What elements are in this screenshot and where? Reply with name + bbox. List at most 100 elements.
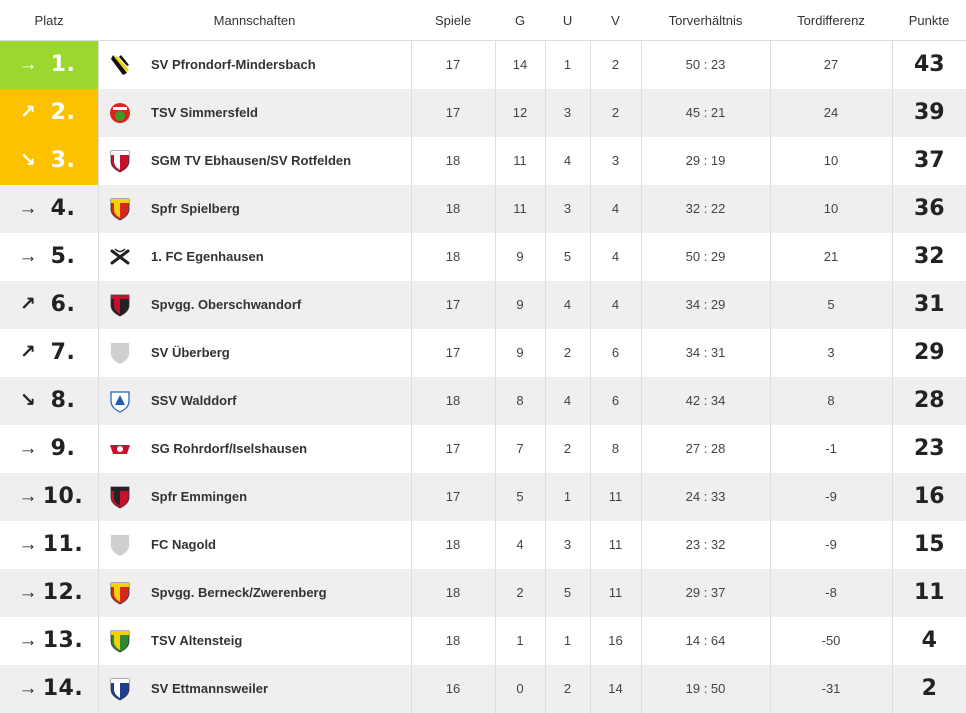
goal-difference: 10 xyxy=(770,136,893,185)
position-rank: 1. xyxy=(50,52,76,78)
team-crest-cell xyxy=(98,616,141,665)
points-value: 39 xyxy=(913,100,945,125)
points: 32 xyxy=(892,232,966,281)
wins: 1 xyxy=(495,616,546,665)
team-crest-cell xyxy=(98,136,141,185)
simmersfeld-crest-icon xyxy=(109,102,130,123)
points: 31 xyxy=(892,280,966,329)
team-name[interactable]: SGM TV Ebhausen/SV Rotfelden xyxy=(141,136,412,185)
altensteig-crest-icon xyxy=(110,630,130,652)
wins: 5 xyxy=(495,472,546,521)
position-cell: → 14. xyxy=(0,664,99,713)
team-name[interactable]: TSV Simmersfeld xyxy=(141,88,412,137)
table-row[interactable]: ↗ 6. Spvgg. Oberschwandorf 17 9 4 4 34 : 29 5 31 xyxy=(0,280,966,329)
pfrondorf-crest-icon xyxy=(110,54,129,75)
position-cell: → 1. xyxy=(0,40,99,89)
team-crest-cell xyxy=(98,88,141,137)
egenhausen-crest-icon xyxy=(110,247,130,264)
draws: 1 xyxy=(545,472,591,521)
team-name[interactable]: SG Rohrdorf/Iselshausen xyxy=(141,424,412,473)
team-crest-cell xyxy=(98,520,141,569)
table-row[interactable]: ↘ 3. SGM TV Ebhausen/SV Rotfelden 18 11 4 3 29 … xyxy=(0,136,966,185)
team-name[interactable]: Spfr Emmingen xyxy=(141,472,412,521)
team-name[interactable]: SV Pfrondorf-Mindersbach xyxy=(141,40,412,89)
points-value: 23 xyxy=(913,436,945,461)
header-torverhaeltnis[interactable]: Torverhältnis xyxy=(641,0,771,41)
table-row[interactable]: → 5. 1. FC Egenhausen 18 9 5 4 50 : 29 21 32 xyxy=(0,232,966,281)
header-spiele[interactable]: Spiele xyxy=(411,0,496,41)
arrow-down-right-icon: ↘ xyxy=(20,389,36,411)
header-v[interactable]: V xyxy=(590,0,642,41)
goal-difference: 24 xyxy=(770,88,893,137)
table-row[interactable]: ↗ 2. TSV Simmersfeld 17 12 3 2 45 : 21 24 39 xyxy=(0,88,966,137)
placeholder-crest-icon xyxy=(110,534,129,556)
arrow-right-icon: → xyxy=(18,53,38,75)
header-mannschaften[interactable]: Mannschaften xyxy=(98,0,412,41)
goal-difference: -9 xyxy=(770,520,893,569)
losses: 11 xyxy=(590,472,642,521)
header-platz[interactable]: Platz xyxy=(0,0,98,41)
goal-ratio: 34 : 29 xyxy=(641,280,771,329)
position-rank: 5. xyxy=(50,244,76,269)
header-punkte[interactable]: Punkte xyxy=(892,0,966,41)
team-name[interactable]: FC Nagold xyxy=(141,520,412,569)
position-rank: 4. xyxy=(50,196,76,221)
goal-difference: 27 xyxy=(770,40,893,89)
table-row[interactable]: → 1. SV Pfrondorf-Mindersbach 17 14 1 2 50 : 23… xyxy=(0,40,966,89)
games-played: 16 xyxy=(411,664,496,713)
table-row[interactable]: → 4. Spfr Spielberg 18 11 3 4 32 : 22 10 36 xyxy=(0,184,966,233)
table-row[interactable]: ↗ 7. SV Überberg 17 9 2 6 34 : 31 3 29 xyxy=(0,328,966,377)
wins: 7 xyxy=(495,424,546,473)
team-name[interactable]: Spvgg. Oberschwandorf xyxy=(141,280,412,329)
team-crest-cell xyxy=(98,232,141,281)
position-cell: ↘ 3. xyxy=(0,136,99,185)
draws: 2 xyxy=(545,664,591,713)
draws: 4 xyxy=(545,280,591,329)
header-u[interactable]: U xyxy=(545,0,591,41)
position-cell: ↘ 8. xyxy=(0,376,99,425)
wins: 11 xyxy=(495,184,546,233)
arrow-right-icon: → xyxy=(18,245,38,267)
games-played: 18 xyxy=(411,184,496,233)
team-name[interactable]: Spfr Spielberg xyxy=(141,184,412,233)
games-played: 17 xyxy=(411,280,496,329)
team-name[interactable]: TSV Altensteig xyxy=(141,616,412,665)
points: 4 xyxy=(892,616,966,665)
table-row[interactable]: → 13. TSV Altensteig 18 1 1 16 14 : 64 -50 4 xyxy=(0,616,966,665)
table-row[interactable]: → 14. SV Ettmannsweiler 16 0 2 14 19 : 50 -31 2 xyxy=(0,664,966,713)
table-row[interactable]: → 11. FC Nagold 18 4 3 11 23 : 32 -9 15 xyxy=(0,520,966,569)
points-value: 37 xyxy=(913,148,945,173)
goal-ratio: 23 : 32 xyxy=(641,520,771,569)
wins: 9 xyxy=(495,328,546,377)
wins: 0 xyxy=(495,664,546,713)
arrow-up-right-icon: ↗ xyxy=(20,293,36,315)
table-row[interactable]: → 9. SG Rohrdorf/Iselshausen 17 7 2 8 27 : 28 -1… xyxy=(0,424,966,473)
emmingen-crest-icon xyxy=(110,486,130,508)
position-cell: → 13. xyxy=(0,616,99,665)
table-row[interactable]: → 10. Spfr Emmingen 17 5 1 11 24 : 33 -9 16 xyxy=(0,472,966,521)
ebhausen-crest-icon xyxy=(110,150,130,172)
position-cell: ↗ 7. xyxy=(0,328,99,377)
losses: 4 xyxy=(590,280,642,329)
header-tordifferenz[interactable]: Tordifferenz xyxy=(770,0,893,41)
oberschwandorf-crest-icon xyxy=(110,294,130,316)
goal-difference: 10 xyxy=(770,184,893,233)
team-name[interactable]: SV Überberg xyxy=(141,328,412,377)
goal-difference: 3 xyxy=(770,328,893,377)
points-value: 31 xyxy=(913,292,945,317)
losses: 8 xyxy=(590,424,642,473)
table-row[interactable]: → 12. Spvgg. Berneck/Zwerenberg 18 2 5 11 29 : … xyxy=(0,568,966,617)
table-row[interactable]: ↘ 8. SSV Walddorf 18 8 4 6 42 : 34 8 28 xyxy=(0,376,966,425)
draws: 4 xyxy=(545,136,591,185)
team-name[interactable]: 1. FC Egenhausen xyxy=(141,232,412,281)
wins: 2 xyxy=(495,568,546,617)
arrow-right-icon: → xyxy=(18,437,38,459)
position-cell: → 5. xyxy=(0,232,99,281)
team-name[interactable]: SSV Walddorf xyxy=(141,376,412,425)
team-crest-cell xyxy=(98,280,141,329)
header-g[interactable]: G xyxy=(495,0,546,41)
team-name[interactable]: SV Ettmannsweiler xyxy=(141,664,412,713)
placeholder-crest-icon xyxy=(110,342,129,364)
team-name[interactable]: Spvgg. Berneck/Zwerenberg xyxy=(141,568,412,617)
